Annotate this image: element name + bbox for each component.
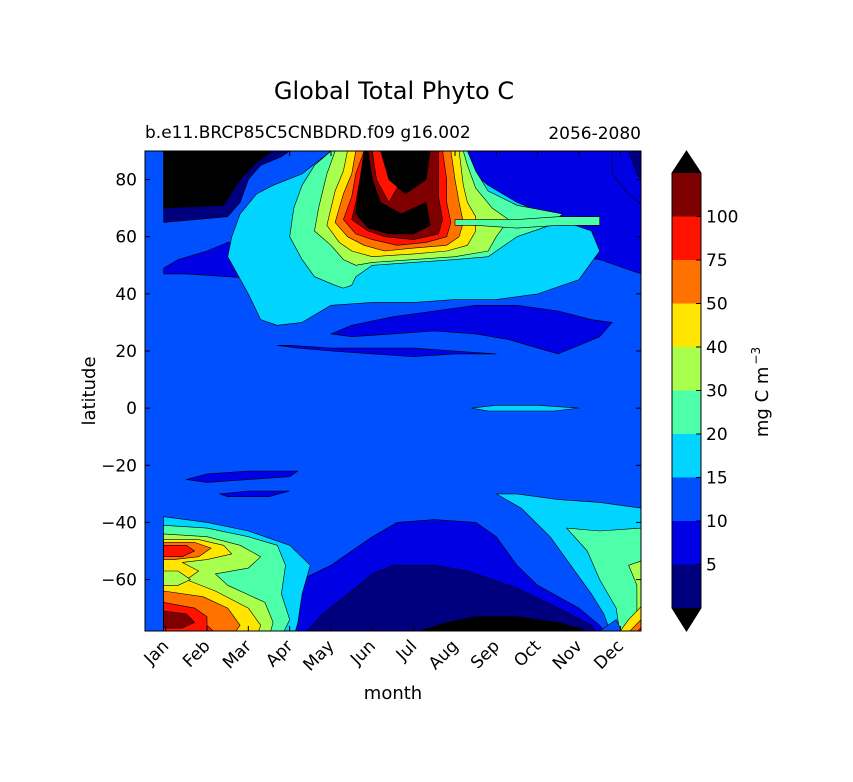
contour-region-10 bbox=[454, 216, 601, 229]
x-tick-label: Jun bbox=[346, 636, 380, 670]
colorbar-swatch bbox=[672, 216, 701, 260]
contour-region-9 bbox=[380, 151, 431, 195]
colorbar-swatch bbox=[672, 477, 701, 521]
colorbar-tick-label: 75 bbox=[706, 251, 728, 271]
contour-region-8 bbox=[355, 151, 431, 235]
y-tick-label: 20 bbox=[115, 342, 137, 362]
chart-subtitle-left: b.e11.BRCP85C5CNBDRD.f09 g16.002 bbox=[145, 123, 471, 143]
contour-region-19 bbox=[219, 490, 291, 498]
x-tick-label: Oct bbox=[510, 636, 545, 671]
plot-frame bbox=[144, 150, 642, 632]
colorbar-tick-label: 10 bbox=[706, 512, 728, 532]
contour-region-31 bbox=[645, 614, 670, 637]
contour-region-39 bbox=[163, 544, 195, 558]
contour-region-24 bbox=[566, 527, 641, 631]
x-axis-label: month bbox=[364, 683, 422, 704]
colorbar-label: mg C m −3 bbox=[749, 347, 773, 437]
contour-region-16 bbox=[276, 344, 497, 358]
colorbar-tick-label: 15 bbox=[706, 469, 728, 489]
y-tick-label: −60 bbox=[101, 571, 137, 591]
y-axis-label: latitude bbox=[79, 356, 100, 425]
x-tick-label: Dec bbox=[590, 636, 627, 673]
contour-region-32 bbox=[599, 619, 621, 631]
colorbar-swatch bbox=[672, 303, 701, 347]
contour-region-14 bbox=[628, 151, 641, 180]
colorbar-swatch bbox=[672, 521, 701, 565]
contour-region-27 bbox=[658, 540, 670, 551]
colorbar-outline bbox=[671, 150, 702, 632]
colorbar-swatch bbox=[672, 260, 701, 304]
contour-region-25 bbox=[628, 560, 641, 615]
colorbar-tick-label: 40 bbox=[706, 338, 728, 358]
colorbar: 5 10 15 20 30 40 50 75 100 bbox=[671, 150, 738, 632]
colorbar-tick-label: 30 bbox=[706, 382, 728, 402]
colorbar-label-text: mg C m bbox=[752, 367, 773, 438]
plot-area bbox=[145, 151, 670, 637]
colorbar-swatch bbox=[672, 434, 701, 478]
x-tick-label: Feb bbox=[179, 636, 214, 671]
colorbar-swatch bbox=[672, 347, 701, 391]
contour-region-42 bbox=[163, 570, 191, 586]
contour-region-22 bbox=[418, 616, 588, 631]
colorbar-tick-label: 50 bbox=[706, 295, 728, 315]
contour-region-29 bbox=[629, 619, 641, 631]
contour-region-21 bbox=[306, 564, 596, 631]
colorbar-swatch bbox=[672, 390, 701, 434]
contour-region-12 bbox=[163, 151, 274, 209]
colorbar-swatch bbox=[672, 173, 701, 217]
x-tick-label: May bbox=[300, 636, 339, 675]
contour-region-18 bbox=[186, 470, 299, 483]
x-tick-label: Apr bbox=[262, 636, 297, 671]
contour-region-41 bbox=[163, 610, 195, 629]
y-tick-label: 0 bbox=[126, 399, 137, 419]
y-tick-label: 80 bbox=[115, 171, 137, 191]
colorbar-extend-bottom bbox=[672, 608, 701, 631]
y-axis: 80 60 40 20 0 −20 −40 −60 bbox=[101, 171, 641, 591]
contour-region-15 bbox=[330, 304, 613, 355]
contour-region-17 bbox=[471, 404, 580, 412]
colorbar-extend-top bbox=[672, 151, 701, 173]
x-tick-label: Aug bbox=[425, 636, 463, 674]
x-tick-label: Nov bbox=[549, 636, 587, 674]
x-tick-label: Mar bbox=[219, 636, 256, 673]
contour-region-26 bbox=[645, 534, 670, 565]
y-tick-label: −20 bbox=[101, 456, 137, 476]
x-tick-label: Sep bbox=[467, 636, 504, 673]
colorbar-tick-label: 20 bbox=[706, 425, 728, 445]
x-tick-label: Jul bbox=[392, 636, 421, 665]
chart-title: Global Total Phyto C bbox=[274, 77, 514, 105]
colorbar-tick-label: 5 bbox=[706, 556, 717, 576]
y-tick-label: 60 bbox=[115, 228, 137, 248]
y-tick-label: 40 bbox=[115, 285, 137, 305]
colorbar-tick-label: 100 bbox=[706, 208, 738, 228]
colorbar-swatch bbox=[672, 564, 701, 608]
colorbar-label-exponent: −3 bbox=[749, 347, 763, 365]
chart-subtitle-right: 2056-2080 bbox=[548, 124, 641, 144]
contour-region-30 bbox=[637, 627, 641, 631]
y-tick-label: −40 bbox=[101, 513, 137, 533]
x-tick-label: Jan bbox=[140, 636, 173, 669]
contour-region-23 bbox=[495, 493, 641, 631]
